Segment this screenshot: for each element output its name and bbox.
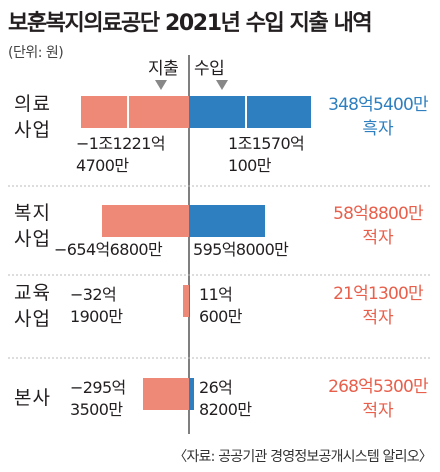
income-value-label: 8200만 <box>199 400 252 419</box>
expense-value-label: −295억 <box>70 378 126 397</box>
balance-type-label: 적자 <box>362 228 394 248</box>
expense-bar <box>81 96 127 128</box>
balance-amount-label: 348억5400만 <box>328 95 429 115</box>
legend-expense-label: 지출 <box>148 59 178 79</box>
category-label: 복지 <box>14 202 51 224</box>
income-bar <box>247 96 311 128</box>
expense-value-label: −1조1221억 <box>76 134 165 153</box>
expense-value-label: 4700만 <box>76 156 129 175</box>
income-value-label: 1조1570억 <box>228 134 304 153</box>
income-value-label: 11억 <box>199 285 232 304</box>
expense-bar <box>102 205 189 237</box>
income-bar <box>189 378 194 410</box>
category-label: 의료 <box>14 93 51 115</box>
unit-note: (단위: 원) <box>8 45 64 61</box>
category-label: 사업 <box>14 119 51 141</box>
balance-amount-label: 21억1300만 <box>333 284 424 304</box>
expense-bar <box>143 378 189 410</box>
expense-value-label: −32억 <box>70 285 116 304</box>
income-value-label: 100만 <box>228 156 272 175</box>
income-value-label: 600만 <box>199 307 243 326</box>
category-label: 교육 <box>14 282 51 304</box>
category-label: 본사 <box>14 387 51 409</box>
legend-income-label: 수입 <box>194 59 224 79</box>
balance-type-label: 흑자 <box>362 119 394 139</box>
expense-value-label: 1900만 <box>70 307 123 326</box>
legend-income-arrow-icon <box>216 80 228 90</box>
balance-type-label: 적자 <box>362 308 394 328</box>
legend-expense-arrow-icon <box>155 80 167 90</box>
income-value-label: 26억 <box>199 378 232 397</box>
expense-value-label: −654억6800만 <box>54 240 163 259</box>
expense-bar <box>183 285 189 317</box>
income-bar <box>189 285 190 317</box>
source-note: 〈자료: 공공기관 경영정보공개시스템 알리오〉 <box>173 449 433 465</box>
balance-amount-label: 58억8800만 <box>333 204 424 224</box>
income-bar <box>189 205 265 237</box>
balance-type-label: 적자 <box>362 401 394 421</box>
income-bar <box>189 96 245 128</box>
expense-value-label: 3500만 <box>70 400 123 419</box>
expense-bar <box>129 96 189 128</box>
category-label: 사업 <box>14 228 51 250</box>
category-label: 사업 <box>14 308 51 330</box>
balance-amount-label: 268억5300만 <box>328 377 429 397</box>
chart-title: 보훈복지의료공단 2021년 수입 지출 내역 <box>8 11 373 36</box>
income-value-label: 595억8000만 <box>193 240 289 259</box>
